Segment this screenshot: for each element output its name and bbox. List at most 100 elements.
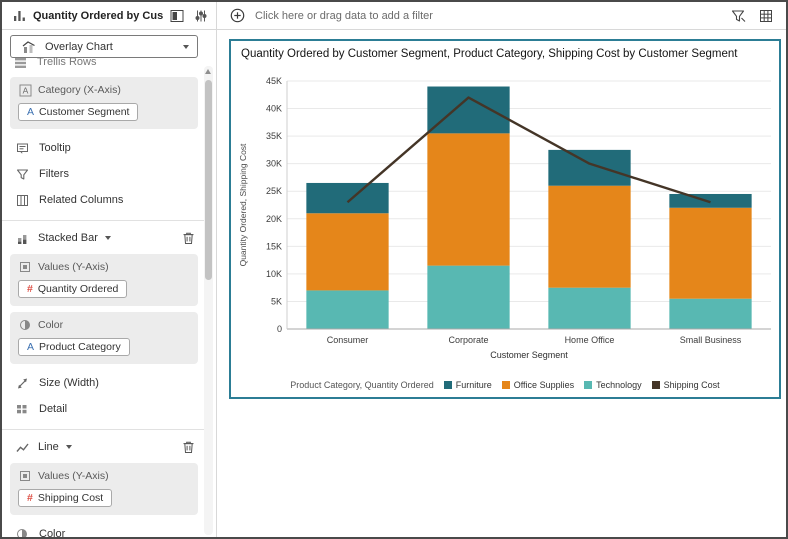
filter-bar-prompt[interactable]: Click here or drag data to add a filter xyxy=(255,9,433,22)
section-divider xyxy=(2,220,206,221)
svg-text:40K: 40K xyxy=(266,104,282,114)
filter-bar[interactable]: Click here or drag data to add a filter xyxy=(217,2,786,29)
grammar-panel: Overlay Chart Trellis Rows A Category (X… xyxy=(2,30,217,537)
category-x-axis-label: Category (X-Axis) xyxy=(38,84,121,96)
detail-row[interactable]: Detail xyxy=(10,396,198,422)
svg-text:5K: 5K xyxy=(271,296,282,306)
caret-down-icon xyxy=(183,44,189,49)
legend-swatch xyxy=(651,381,660,389)
scrollbar-thumb[interactable] xyxy=(205,80,212,280)
grid-view-icon[interactable] xyxy=(756,6,776,26)
line-chart-icon xyxy=(12,437,32,457)
related-columns-label: Related Columns xyxy=(39,194,124,206)
viz-title: Quantity Ordered by Custom... xyxy=(33,9,163,22)
canvas: Quantity Ordered by Customer Segment, Pr… xyxy=(218,30,786,537)
legend-item[interactable]: Technology xyxy=(584,380,642,390)
delete-line-icon[interactable] xyxy=(178,437,198,457)
color-icon xyxy=(18,318,32,332)
detail-icon xyxy=(12,399,32,419)
grammar-panel-icon[interactable] xyxy=(167,6,187,26)
stacked-bar-icon xyxy=(12,228,32,248)
caret-down-icon xyxy=(104,236,111,240)
legend-title: Product Category, Quantity Ordered xyxy=(290,380,434,390)
quantity-ordered-chip[interactable]: # Quantity Ordered xyxy=(18,280,128,298)
values-y-axis-label: Values (Y-Axis) xyxy=(38,261,109,273)
related-columns-icon xyxy=(12,190,32,210)
svg-text:Home Office: Home Office xyxy=(565,335,615,345)
tooltip-icon xyxy=(12,138,32,158)
top-bar: Quantity Ordered by Custom... Click here… xyxy=(2,2,786,30)
measure-type-icon: # xyxy=(27,492,33,504)
line-color-row[interactable]: Color xyxy=(10,521,198,539)
legend-swatch xyxy=(443,381,452,389)
settings-panel-icon[interactable] xyxy=(191,6,211,26)
filters-label: Filters xyxy=(39,168,69,180)
shipping-cost-chip[interactable]: # Shipping Cost xyxy=(18,489,113,507)
stacked-bar-values-dropzone[interactable]: Values (Y-Axis) # Quantity Ordered xyxy=(10,254,198,306)
color-label: Color xyxy=(38,319,64,331)
legend-item-label: Shipping Cost xyxy=(663,380,720,390)
stacked-bar-section-header[interactable]: Stacked Bar xyxy=(10,226,198,250)
color-label: Color xyxy=(39,528,66,539)
chart-type-label: Overlay Chart xyxy=(45,40,113,53)
legend-item[interactable]: Office Supplies xyxy=(501,380,574,390)
svg-text:25K: 25K xyxy=(266,186,282,196)
scroll-up-icon[interactable] xyxy=(205,69,211,74)
sidebar-scrollbar[interactable] xyxy=(204,66,213,535)
chart-type-select[interactable]: Overlay Chart xyxy=(10,35,198,58)
caret-down-icon xyxy=(65,445,72,449)
values-y-axis-header: Values (Y-Axis) xyxy=(18,469,190,483)
stacked-bar-label: Stacked Bar xyxy=(38,232,98,244)
svg-text:A: A xyxy=(22,85,28,95)
svg-text:Corporate: Corporate xyxy=(448,335,488,345)
viz-chart-icon xyxy=(9,6,29,26)
related-columns-row[interactable]: Related Columns xyxy=(10,187,198,213)
values-icon xyxy=(18,260,32,274)
svg-text:10K: 10K xyxy=(266,269,282,279)
visualization-card[interactable]: Quantity Ordered by Customer Segment, Pr… xyxy=(229,39,781,399)
size-width-label: Size (Width) xyxy=(39,377,99,389)
trellis-rows-label: Trellis Rows xyxy=(37,58,97,68)
section-divider xyxy=(2,429,206,430)
legend-item-label: Technology xyxy=(596,380,642,390)
tooltip-row[interactable]: Tooltip xyxy=(10,135,198,161)
line-section-header[interactable]: Line xyxy=(10,435,198,459)
chip-label: Customer Segment xyxy=(39,106,130,118)
customer-segment-chip[interactable]: A Customer Segment xyxy=(18,103,139,121)
legend-swatch xyxy=(584,381,593,389)
values-y-axis-label: Values (Y-Axis) xyxy=(38,470,109,482)
color-icon xyxy=(12,524,32,537)
filters-funnel-icon xyxy=(12,164,32,184)
svg-text:15K: 15K xyxy=(266,241,282,251)
trellis-rows-icon xyxy=(10,58,30,72)
svg-text:Quantity Ordered, Shipping Cos: Quantity Ordered, Shipping Cost xyxy=(238,143,248,266)
delete-stacked-bar-icon[interactable] xyxy=(178,228,198,248)
chart-plot[interactable]: Consumer Corporate Home Office Small Busine… xyxy=(233,67,779,367)
svg-text:45K: 45K xyxy=(266,76,282,86)
stacked-bar-color-dropzone[interactable]: Color A Product Category xyxy=(10,312,198,364)
detail-label: Detail xyxy=(39,403,68,415)
overlay-chart-icon xyxy=(19,37,39,57)
legend-item[interactable]: Furniture xyxy=(443,380,492,390)
size-width-row[interactable]: Size (Width) xyxy=(10,370,198,396)
legend-item[interactable]: Shipping Cost xyxy=(651,380,720,390)
add-filter-icon[interactable] xyxy=(227,6,247,26)
svg-text:Customer Segment: Customer Segment xyxy=(490,350,568,360)
product-category-chip[interactable]: A Product Category xyxy=(18,338,130,356)
category-x-axis-dropzone[interactable]: A Category (X-Axis) A Customer Segment xyxy=(10,77,198,129)
filter-menu-icon[interactable] xyxy=(728,6,748,26)
svg-text:35K: 35K xyxy=(266,131,282,141)
legend: Product Category, Quantity Ordered Furni… xyxy=(231,380,779,390)
values-y-axis-header: Values (Y-Axis) xyxy=(18,260,190,274)
filters-row[interactable]: Filters xyxy=(10,161,198,187)
measure-type-icon: # xyxy=(27,283,33,295)
svg-text:Consumer: Consumer xyxy=(327,335,369,345)
chip-label: Shipping Cost xyxy=(37,492,104,504)
size-width-icon xyxy=(12,373,32,393)
values-icon xyxy=(18,469,32,483)
svg-text:0: 0 xyxy=(277,324,282,334)
trellis-rows-row[interactable]: Trellis Rows xyxy=(10,58,198,73)
svg-text:Small Business: Small Business xyxy=(680,335,742,345)
line-values-dropzone[interactable]: Values (Y-Axis) # Shipping Cost xyxy=(10,463,198,515)
